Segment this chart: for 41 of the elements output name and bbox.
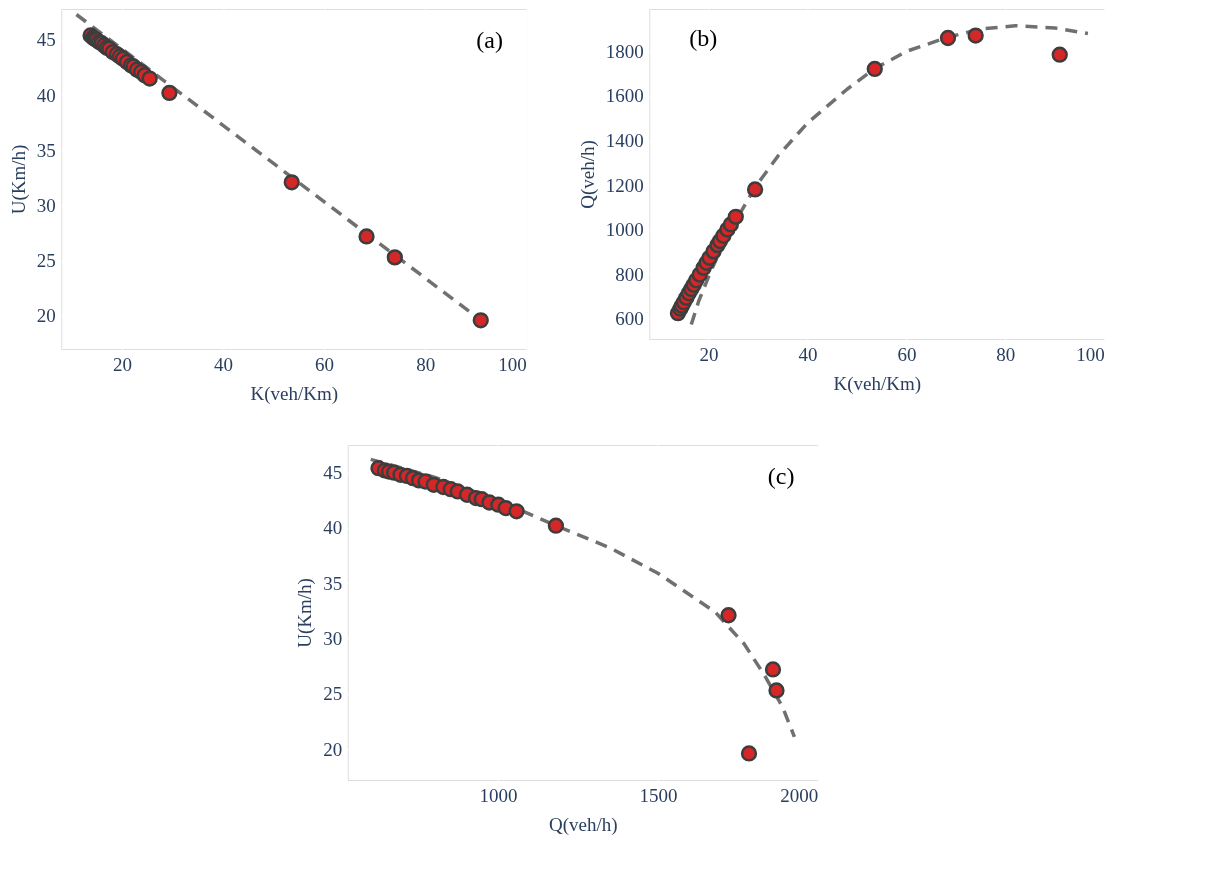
y-tick-label: 1200 bbox=[605, 174, 644, 196]
x-tick-label: 40 bbox=[213, 353, 233, 375]
y-tick-label: 1800 bbox=[605, 40, 644, 62]
y-tick-label: 30 bbox=[36, 194, 56, 216]
x-tick-label: 80 bbox=[416, 353, 436, 375]
y-axis-title: Q(veh/h) bbox=[576, 140, 599, 209]
y-tick-label: 45 bbox=[323, 462, 343, 484]
y-tick-label: 40 bbox=[323, 517, 343, 539]
y-tick-label: 1000 bbox=[605, 219, 644, 241]
y-tick-label: 600 bbox=[615, 308, 644, 330]
x-tick-label: 1000 bbox=[479, 784, 518, 806]
y-tick-label: 35 bbox=[36, 139, 56, 161]
y-tick-label: 1400 bbox=[605, 130, 644, 152]
y-tick-label: 1600 bbox=[605, 85, 644, 107]
y-tick-label: 40 bbox=[36, 84, 56, 106]
x-tick-label: 1500 bbox=[639, 784, 678, 806]
y-tick-label: 25 bbox=[36, 250, 56, 272]
x-tick-label: 40 bbox=[798, 343, 818, 365]
y-axis-title: U(Km/h) bbox=[7, 144, 30, 215]
y-tick-label: 45 bbox=[36, 29, 56, 51]
x-tick-label: 100 bbox=[498, 353, 527, 375]
x-tick-label: 100 bbox=[1076, 343, 1105, 365]
y-tick-label: 20 bbox=[36, 305, 56, 327]
annotation: (a) bbox=[476, 27, 503, 53]
y-axis-title: U(Km/h) bbox=[294, 578, 317, 648]
x-tick-label: 20 bbox=[699, 343, 719, 365]
x-axis-title: Q(veh/h) bbox=[548, 813, 618, 836]
y-tick-label: 30 bbox=[323, 627, 343, 649]
x-axis-title: K(veh/Km) bbox=[250, 382, 339, 405]
y-tick-label: 35 bbox=[323, 572, 343, 594]
y-tick-label: 20 bbox=[323, 738, 343, 760]
x-tick-label: 80 bbox=[996, 343, 1016, 365]
annotation: (b) bbox=[689, 25, 718, 51]
x-tick-label: 60 bbox=[315, 353, 335, 375]
x-tick-label: 2000 bbox=[780, 784, 819, 806]
x-tick-label: 20 bbox=[112, 353, 132, 375]
y-tick-label: 25 bbox=[323, 683, 343, 705]
x-axis-title: K(veh/Km) bbox=[833, 372, 922, 395]
y-tick-label: 800 bbox=[615, 263, 644, 285]
annotation: (c) bbox=[767, 463, 795, 489]
x-tick-label: 60 bbox=[897, 343, 917, 365]
